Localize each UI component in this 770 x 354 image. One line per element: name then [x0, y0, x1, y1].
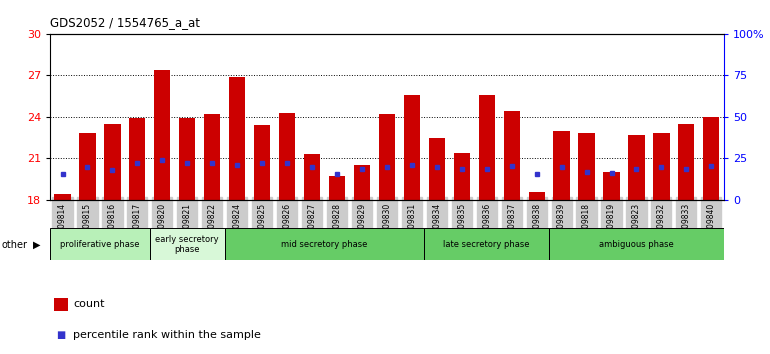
- Bar: [225, 228, 424, 260]
- Bar: [50, 228, 150, 260]
- Bar: [229, 76, 246, 200]
- Text: count: count: [73, 299, 105, 309]
- Bar: [304, 154, 320, 200]
- Bar: [279, 113, 295, 200]
- Bar: [429, 138, 445, 200]
- Bar: [703, 117, 719, 200]
- Text: GDS2052 / 1554765_a_at: GDS2052 / 1554765_a_at: [50, 16, 200, 29]
- Text: early secretory
phase: early secretory phase: [156, 235, 219, 254]
- Bar: [154, 70, 170, 200]
- Bar: [528, 192, 544, 200]
- Bar: [403, 95, 420, 200]
- Bar: [549, 228, 724, 260]
- Bar: [504, 111, 520, 200]
- Bar: [678, 124, 695, 200]
- Bar: [653, 133, 670, 200]
- Bar: [379, 114, 395, 200]
- Bar: [254, 125, 270, 200]
- Bar: [179, 118, 196, 200]
- Bar: [479, 95, 495, 200]
- Text: other: other: [2, 240, 28, 250]
- Bar: [129, 118, 146, 200]
- Text: mid secretory phase: mid secretory phase: [281, 240, 368, 249]
- Bar: [604, 172, 620, 200]
- Text: late secretory phase: late secretory phase: [444, 240, 530, 249]
- Text: ambiguous phase: ambiguous phase: [599, 240, 674, 249]
- Text: percentile rank within the sample: percentile rank within the sample: [73, 330, 261, 339]
- Bar: [628, 135, 644, 200]
- Bar: [454, 153, 470, 200]
- Bar: [329, 176, 345, 200]
- Bar: [354, 165, 370, 200]
- Bar: [424, 228, 549, 260]
- Bar: [79, 133, 95, 200]
- Bar: [104, 124, 121, 200]
- Text: proliferative phase: proliferative phase: [60, 240, 139, 249]
- Bar: [578, 133, 594, 200]
- Bar: [204, 114, 220, 200]
- Bar: [150, 228, 225, 260]
- Text: ■: ■: [56, 330, 65, 339]
- Bar: [55, 194, 71, 200]
- Bar: [554, 131, 570, 200]
- Text: ▶: ▶: [33, 240, 41, 250]
